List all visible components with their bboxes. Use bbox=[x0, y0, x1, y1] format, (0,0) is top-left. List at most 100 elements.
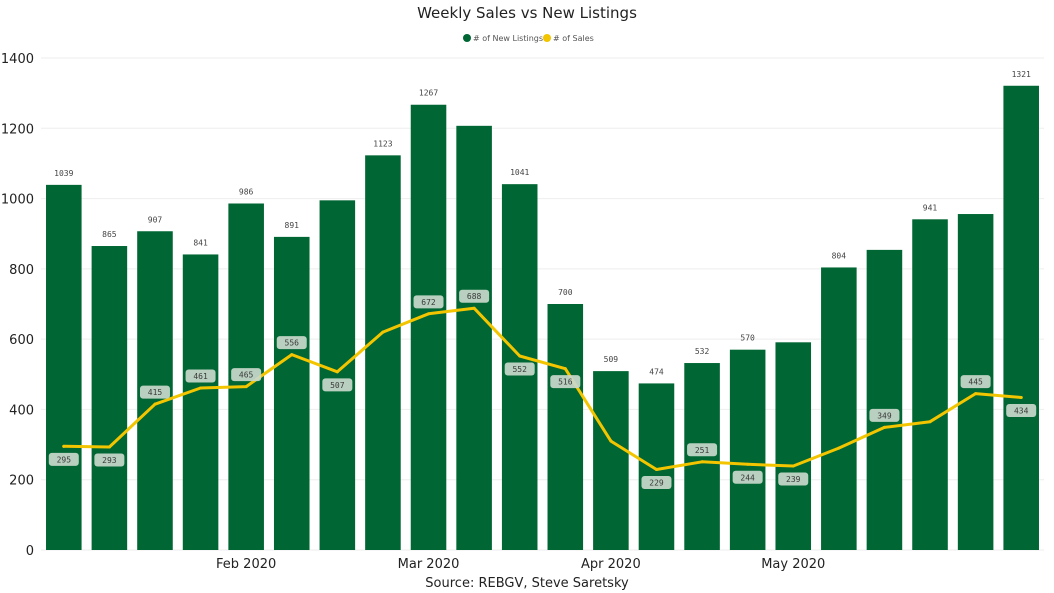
sales-label-bg bbox=[550, 375, 581, 389]
sales-label-text: 229 bbox=[649, 479, 664, 488]
sales-point bbox=[882, 425, 886, 429]
sales-label-text: 461 bbox=[193, 372, 208, 381]
sales-data-label: 461 bbox=[185, 369, 216, 383]
sales-data-label: 244 bbox=[732, 470, 763, 484]
bar-new-listings bbox=[319, 200, 356, 551]
sales-label-text: 465 bbox=[239, 371, 254, 380]
bar-new-listings bbox=[821, 267, 857, 550]
bar-data-label: 841 bbox=[193, 238, 208, 247]
sales-point bbox=[974, 392, 978, 396]
sales-point bbox=[244, 385, 248, 389]
bar-new-listings bbox=[866, 249, 903, 550]
x-tick-label: Feb 2020 bbox=[216, 557, 276, 572]
sales-label-bg bbox=[687, 443, 718, 457]
sales-data-label: 295 bbox=[48, 452, 79, 466]
sales-point bbox=[381, 330, 385, 334]
bar-data-label: 570 bbox=[740, 334, 755, 343]
sales-point bbox=[837, 446, 841, 450]
bar-new-listings bbox=[182, 254, 219, 550]
legend-label-listings: # of New Listings bbox=[473, 34, 543, 43]
sales-label-text: 445 bbox=[968, 378, 983, 387]
sales-point bbox=[335, 370, 339, 374]
sales-label-bg bbox=[869, 408, 900, 422]
sales-label-text: 251 bbox=[695, 446, 710, 455]
sales-line bbox=[62, 306, 1023, 472]
sales-series-line bbox=[62, 306, 1023, 471]
sales-data-label: 445 bbox=[960, 375, 991, 389]
y-axis: 0 200 400 600 800 1000 1200 1400 bbox=[1, 52, 34, 559]
sales-label-bg bbox=[185, 369, 216, 383]
bar-data-label: 804 bbox=[832, 251, 847, 260]
sales-label-bg bbox=[778, 472, 809, 486]
sales-point bbox=[654, 468, 658, 472]
sales-data-label: 552 bbox=[504, 362, 535, 376]
legend-marker-listings bbox=[463, 34, 471, 42]
sales-label-bg bbox=[732, 470, 763, 484]
sales-label-bg bbox=[1006, 403, 1037, 417]
y-tick-label: 400 bbox=[9, 403, 34, 418]
sales-labels: 295 293 415 461 465 556 507 672 688 552 516 229 251 2… bbox=[48, 289, 1037, 490]
sales-label-bg bbox=[276, 336, 307, 350]
chart-title: Weekly Sales vs New Listings bbox=[417, 4, 637, 22]
x-tick-label: Mar 2020 bbox=[398, 557, 460, 572]
legend: # of New Listings # of Sales bbox=[463, 34, 594, 43]
sales-data-label: 434 bbox=[1006, 403, 1037, 417]
sales-label-text: 434 bbox=[1014, 406, 1029, 415]
sales-label-text: 239 bbox=[786, 475, 801, 484]
sales-point bbox=[153, 402, 157, 406]
bars bbox=[46, 85, 1039, 551]
sales-point bbox=[1019, 395, 1023, 399]
x-tick-label: Apr 2020 bbox=[581, 557, 641, 572]
y-tick-label: 1200 bbox=[1, 122, 34, 137]
sales-data-label: 349 bbox=[869, 408, 900, 422]
bar-data-label: 986 bbox=[239, 187, 254, 196]
y-tick-label: 0 bbox=[26, 544, 34, 559]
bar-new-listings bbox=[729, 349, 766, 550]
x-tick-label: May 2020 bbox=[761, 557, 825, 572]
bar-new-listings bbox=[365, 155, 401, 551]
sales-label-bg bbox=[960, 375, 991, 389]
sales-point bbox=[700, 460, 704, 464]
sales-data-label: 688 bbox=[459, 289, 490, 303]
bar-data-label: 509 bbox=[604, 355, 619, 364]
y-tick-label: 600 bbox=[9, 333, 34, 348]
sales-label-bg bbox=[459, 289, 490, 303]
sales-point bbox=[62, 444, 66, 448]
bar-data-label: 700 bbox=[558, 288, 573, 297]
bar-new-listings bbox=[46, 184, 82, 550]
sales-data-label: 415 bbox=[139, 385, 170, 399]
sales-label-text: 244 bbox=[740, 473, 755, 482]
bar-data-label: 1041 bbox=[510, 168, 529, 177]
sales-point bbox=[427, 312, 431, 316]
bar-new-listings bbox=[912, 219, 948, 550]
sales-label-bg bbox=[231, 368, 262, 382]
sales-point bbox=[107, 445, 111, 449]
bar-new-listings bbox=[410, 104, 447, 551]
sales-label-text: 672 bbox=[421, 298, 436, 307]
legend-marker-sales bbox=[543, 34, 551, 42]
sales-label-text: 349 bbox=[877, 411, 892, 420]
sales-label-bg bbox=[139, 385, 170, 399]
sales-label-text: 516 bbox=[558, 378, 573, 387]
sales-point bbox=[928, 420, 932, 424]
bar-data-label: 907 bbox=[148, 215, 163, 224]
sales-label-bg bbox=[504, 362, 535, 376]
sales-label-bg bbox=[94, 453, 125, 467]
bar-data-label: 891 bbox=[285, 221, 300, 230]
source-note: Source: REBGV, Steve Saretsky bbox=[425, 576, 629, 591]
bar-new-listings bbox=[547, 304, 584, 550]
sales-label-text: 507 bbox=[330, 381, 345, 390]
sales-label-bg bbox=[413, 295, 444, 309]
sales-label-text: 295 bbox=[57, 455, 72, 464]
sales-data-label: 507 bbox=[322, 378, 353, 392]
sales-point bbox=[746, 462, 750, 466]
sales-data-label: 465 bbox=[231, 368, 262, 382]
bar-new-listings bbox=[593, 371, 629, 550]
x-axis: Feb 2020 Mar 2020 Apr 2020 May 2020 bbox=[216, 557, 825, 572]
bar-new-listings bbox=[684, 363, 720, 550]
sales-label-text: 415 bbox=[148, 388, 163, 397]
bar-new-listings bbox=[273, 236, 310, 550]
bar-data-label: 941 bbox=[923, 203, 938, 212]
bar-data-label: 1267 bbox=[419, 89, 438, 98]
